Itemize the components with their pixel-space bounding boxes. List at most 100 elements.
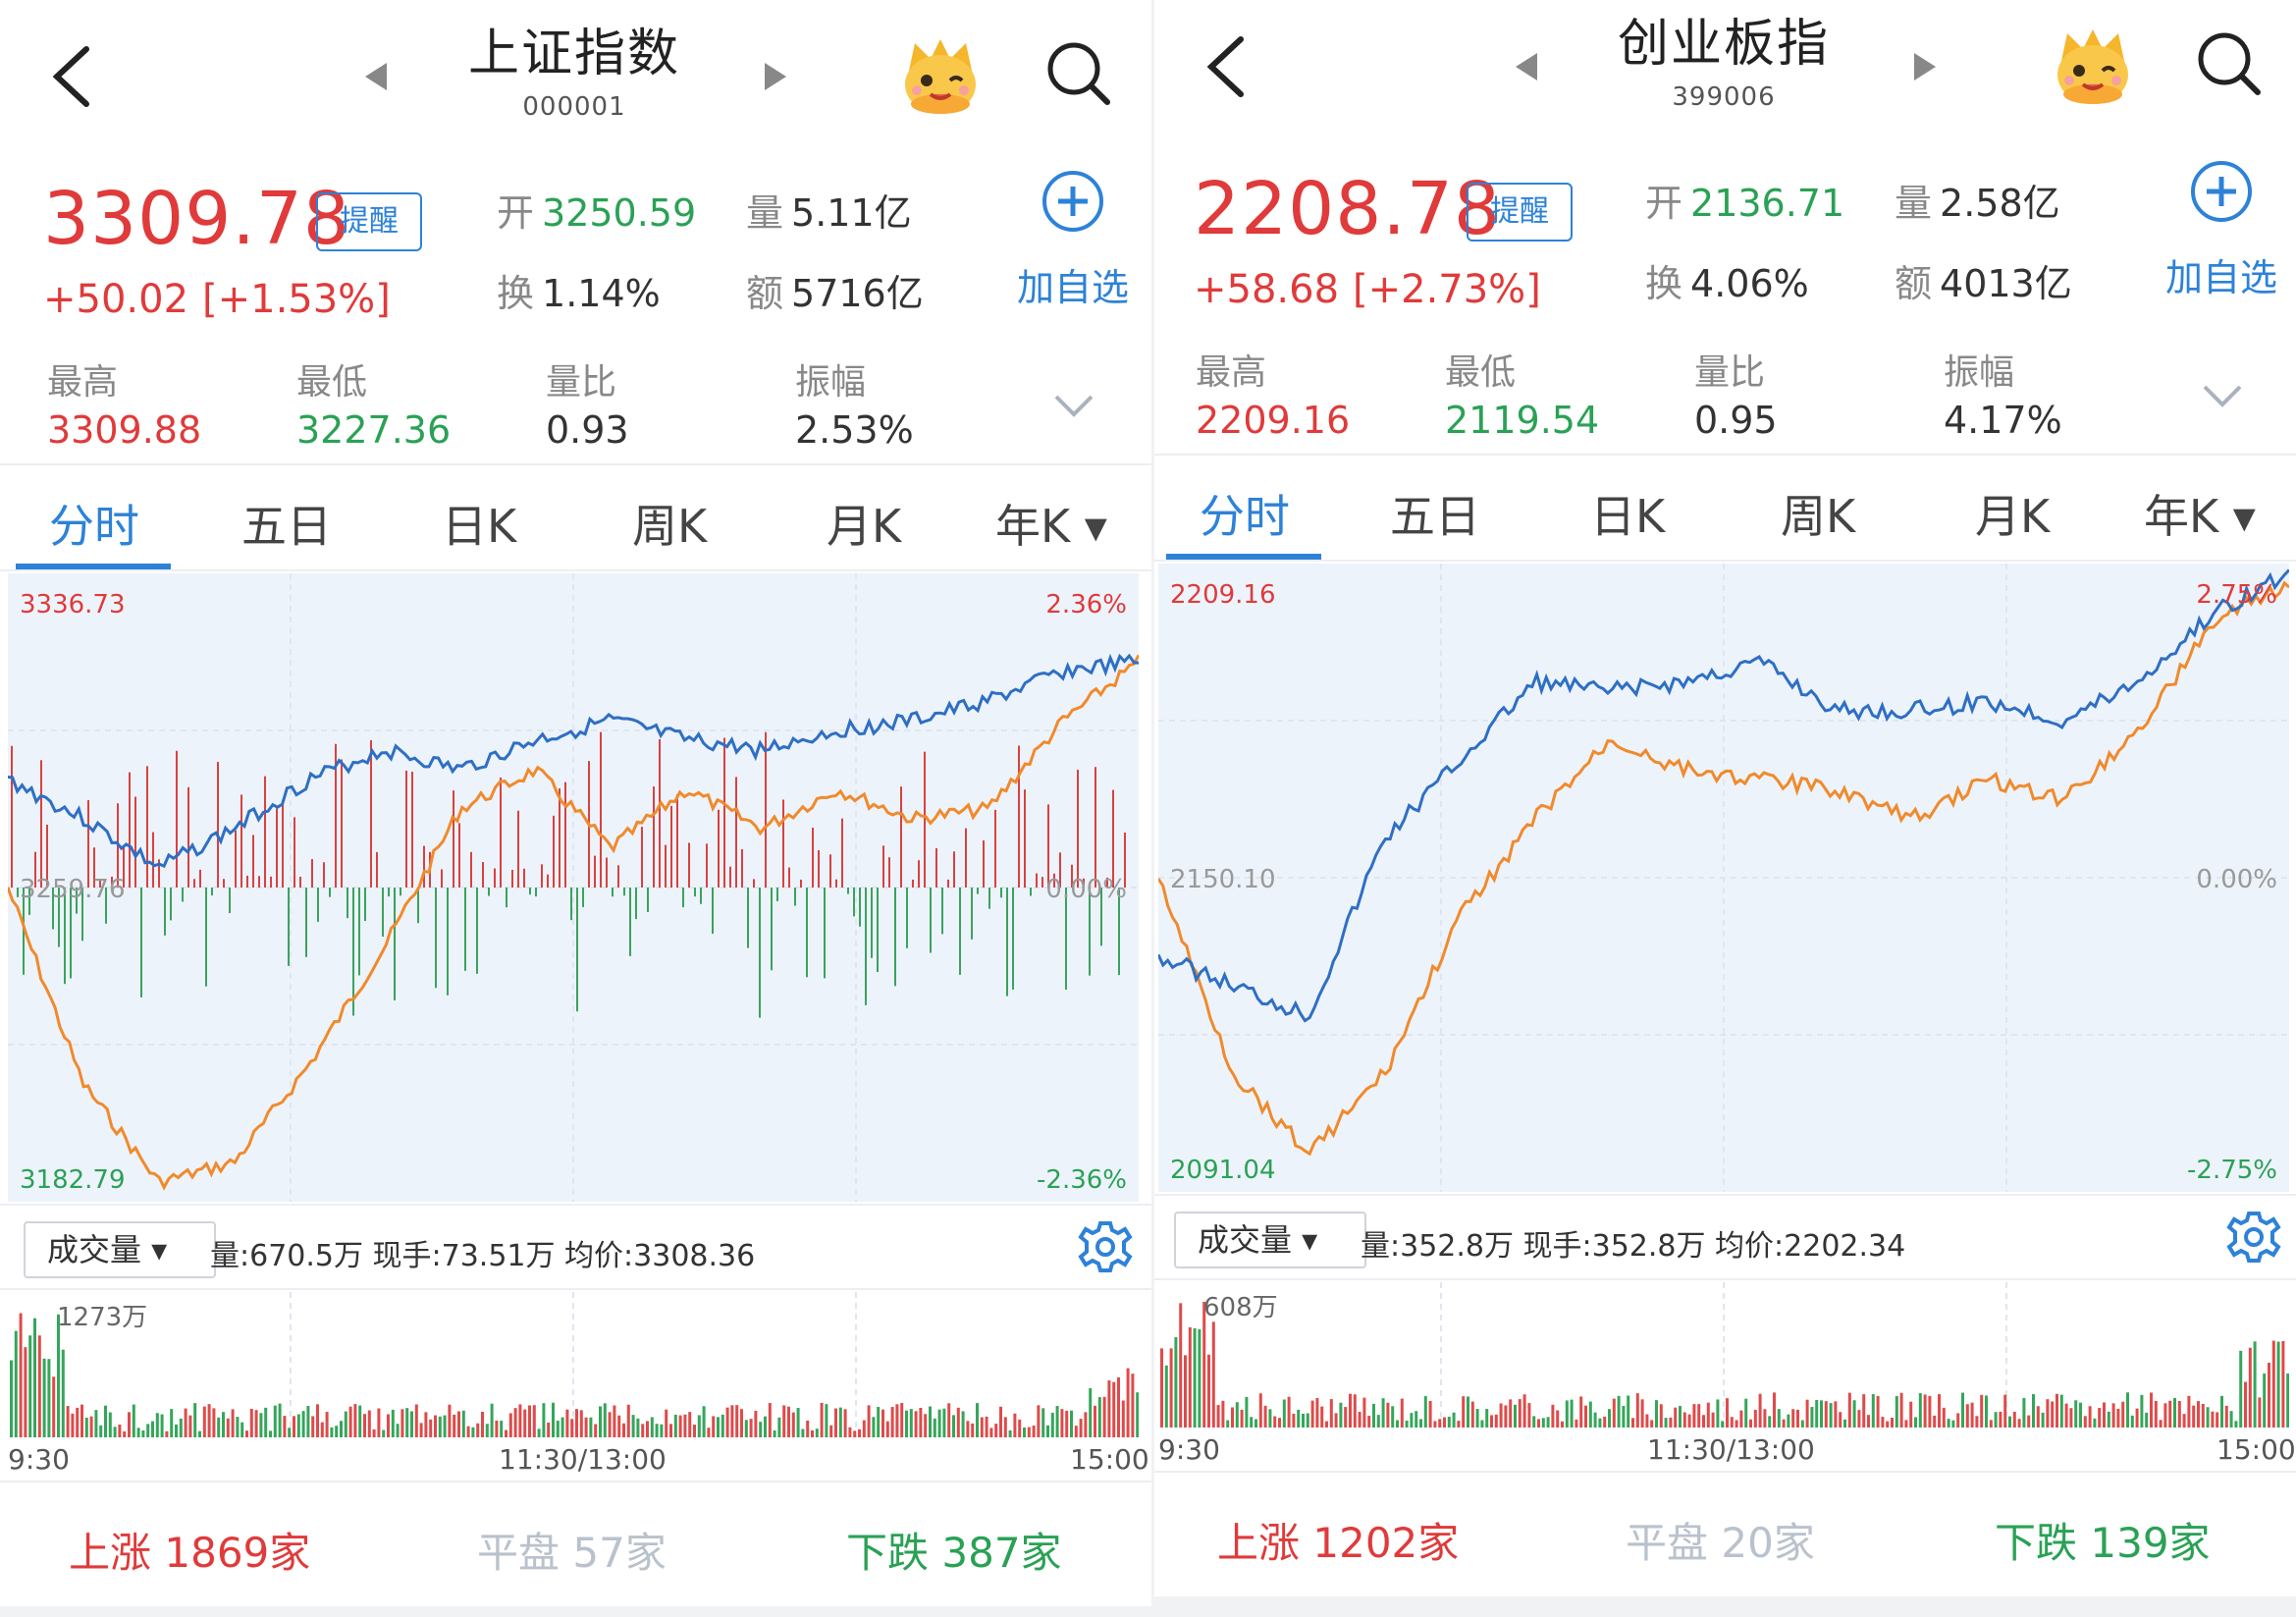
tab-daily-k[interactable]: 日K bbox=[1590, 490, 1666, 543]
time-mid: 11:30/13:00 bbox=[1647, 1433, 1815, 1466]
back-arrow-icon[interactable] bbox=[1194, 27, 1262, 106]
intraday-chart[interactable]: 3336.73 2.36% 3259.76 0.00% 3182.79 -2.3… bbox=[8, 573, 1139, 1202]
volume-bar bbox=[222, 1412, 225, 1437]
volume-bar bbox=[1258, 1393, 1262, 1428]
tab-daily-k[interactable]: 日K bbox=[442, 500, 517, 553]
add-watchlist-button[interactable]: 加自选 bbox=[2165, 256, 2278, 299]
back-arrow-icon[interactable] bbox=[39, 37, 108, 116]
tab-intraday[interactable]: 分时 bbox=[1200, 490, 1290, 543]
tab-monthly-k[interactable]: 月K bbox=[1975, 490, 2051, 543]
prev-triangle-icon[interactable] bbox=[361, 57, 391, 96]
volume-bar bbox=[1263, 1405, 1267, 1428]
breadth-down[interactable]: 下跌 139家 bbox=[1995, 1519, 2211, 1567]
search-icon[interactable] bbox=[1042, 37, 1115, 110]
breadth-up[interactable]: 上涨 1202家 bbox=[1217, 1519, 1460, 1567]
breadth-down[interactable]: 下跌 387家 bbox=[846, 1529, 1062, 1577]
tab-five-day[interactable]: 五日 bbox=[1390, 490, 1480, 543]
volume-bar bbox=[1396, 1420, 1399, 1428]
tab-weekly-k[interactable]: 周K bbox=[1781, 490, 1856, 543]
volume-bar bbox=[1037, 1405, 1041, 1437]
volume-bar bbox=[410, 1411, 413, 1437]
tab-weekly-k[interactable]: 周K bbox=[632, 500, 708, 553]
tab-five-day[interactable]: 五日 bbox=[241, 500, 332, 553]
volume-bar bbox=[608, 1412, 612, 1437]
volume-bar bbox=[367, 1410, 371, 1437]
alert-button[interactable]: 提醒 bbox=[316, 192, 422, 251]
divider bbox=[1154, 560, 2296, 562]
time-start: 9:30 bbox=[8, 1443, 70, 1476]
stat-open: 开 3250.59 bbox=[497, 191, 697, 235]
volume-bar bbox=[1739, 1410, 1743, 1428]
volume-bar bbox=[660, 1424, 664, 1437]
volume-bar bbox=[1376, 1415, 1380, 1428]
volume-indicator-select[interactable]: 成交量 ▾ bbox=[24, 1221, 216, 1278]
prev-triangle-icon[interactable] bbox=[1512, 47, 1541, 86]
chart-mid-pct: 0.00% bbox=[1045, 875, 1127, 904]
add-circle-icon[interactable] bbox=[2189, 159, 2254, 224]
alert-button[interactable]: 提醒 bbox=[1467, 183, 1573, 242]
volume-bar bbox=[1947, 1419, 1950, 1428]
volume-bar bbox=[1527, 1403, 1531, 1428]
volume-bar bbox=[236, 1417, 240, 1437]
volume-bar bbox=[28, 1335, 32, 1437]
volume-bar bbox=[1659, 1404, 1663, 1428]
volume-bar bbox=[160, 1414, 164, 1437]
volume-bar bbox=[344, 1411, 347, 1437]
volume-bar bbox=[523, 1409, 527, 1437]
breadth-flat[interactable]: 平盘 57家 bbox=[477, 1529, 667, 1577]
volume-indicator-select[interactable]: 成交量 ▾ bbox=[1174, 1212, 1366, 1268]
volume-bar bbox=[838, 1407, 842, 1437]
intraday-chart[interactable]: 2209.16 2.75% 2150.10 0.00% 2091.04 -2.7… bbox=[1158, 564, 2289, 1192]
volume-bar bbox=[155, 1413, 159, 1437]
volume-bar bbox=[1278, 1418, 1281, 1428]
chevron-down-icon[interactable] bbox=[1050, 391, 1097, 420]
breadth-up[interactable]: 上涨 1869家 bbox=[69, 1529, 311, 1577]
volume-bar bbox=[2056, 1393, 2058, 1428]
volume-bar bbox=[1843, 1419, 1846, 1428]
volume-bar bbox=[1094, 1405, 1096, 1437]
volume-bar bbox=[508, 1413, 512, 1437]
volume-bar bbox=[1933, 1415, 1937, 1428]
volume-bar bbox=[2271, 1340, 2275, 1428]
volume-bar bbox=[2046, 1399, 2050, 1428]
volume-bar bbox=[80, 1404, 83, 1437]
mascot-icon[interactable] bbox=[2048, 22, 2138, 108]
tab-yearly-k[interactable]: 年K ▾ bbox=[2144, 490, 2256, 543]
stock-code: 399006 bbox=[1672, 82, 1776, 112]
volume-bar bbox=[1255, 1419, 1257, 1428]
volume-bar bbox=[1588, 1401, 1592, 1428]
volume-bar bbox=[777, 1417, 781, 1437]
add-circle-icon[interactable] bbox=[1041, 169, 1105, 234]
volume-bar bbox=[391, 1409, 395, 1437]
volume-bar bbox=[702, 1406, 706, 1437]
mascot-icon[interactable] bbox=[895, 31, 986, 118]
current-price: 2208.78 bbox=[1194, 167, 1502, 251]
next-triangle-icon[interactable] bbox=[761, 57, 790, 96]
volume-bar bbox=[2187, 1395, 2191, 1428]
tab-monthly-k[interactable]: 月K bbox=[827, 500, 902, 553]
gear-icon[interactable] bbox=[1076, 1217, 1135, 1276]
volume-bar bbox=[881, 1409, 884, 1437]
next-triangle-icon[interactable] bbox=[1910, 47, 1940, 86]
volume-bar bbox=[2201, 1403, 2205, 1428]
volume-bar bbox=[673, 1414, 677, 1437]
search-icon[interactable] bbox=[2193, 27, 2266, 100]
tab-yearly-k[interactable]: 年K ▾ bbox=[995, 500, 1107, 553]
volume-bar bbox=[1315, 1398, 1319, 1428]
volume-bar bbox=[118, 1424, 122, 1437]
volume-bar bbox=[1107, 1380, 1111, 1437]
divider bbox=[0, 569, 1151, 571]
volume-bar bbox=[283, 1416, 287, 1437]
volume-bar bbox=[787, 1406, 790, 1437]
tab-intraday[interactable]: 分时 bbox=[49, 500, 139, 553]
high-label: 最高 bbox=[1196, 352, 1267, 393]
volume-bar bbox=[1622, 1406, 1626, 1428]
chevron-down-icon[interactable] bbox=[2199, 381, 2246, 410]
volume-bar bbox=[2211, 1411, 2215, 1428]
volume-bar bbox=[2012, 1411, 2016, 1428]
add-watchlist-button[interactable]: 加自选 bbox=[1017, 266, 1130, 309]
volume-bar bbox=[1003, 1417, 1007, 1437]
breadth-flat[interactable]: 平盘 20家 bbox=[1626, 1519, 1815, 1567]
gear-icon[interactable] bbox=[2224, 1208, 2283, 1267]
volume-bar bbox=[1485, 1409, 1489, 1428]
